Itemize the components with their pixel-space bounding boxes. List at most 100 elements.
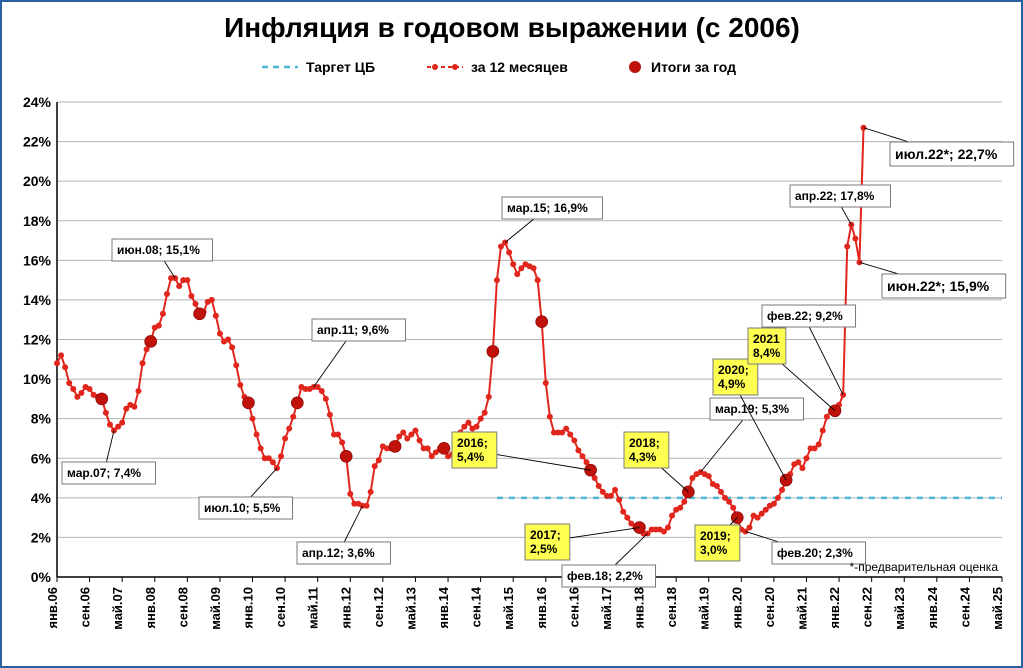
x-tick: янв.08 (143, 587, 158, 629)
series-12m-point (730, 505, 736, 511)
annual-point (438, 442, 450, 454)
series-12m-point (372, 463, 378, 469)
series-12m-point (164, 291, 170, 297)
series-12m-point (844, 243, 850, 249)
callout-text: мар.19; 5,3% (715, 402, 789, 416)
series-12m-point (400, 430, 406, 436)
series-12m-point (531, 265, 537, 271)
y-tick: 10% (23, 371, 52, 387)
callout-text: 2017; (530, 528, 561, 542)
x-tick: янв.14 (436, 586, 451, 628)
callout-text: апр.22; 17,8% (795, 189, 875, 203)
series-12m-point (225, 337, 231, 343)
x-tick: янв.22 (827, 587, 842, 629)
series-12m-point (425, 445, 431, 451)
x-tick: янв.18 (632, 587, 647, 629)
x-tick: янв.24 (925, 586, 940, 628)
y-tick: 4% (31, 490, 52, 506)
inflation-chart: 0%2%4%6%8%10%12%14%16%18%20%22%24%янв.06… (2, 2, 1021, 666)
series-12m-point (575, 447, 581, 453)
series-12m-point (188, 293, 194, 299)
callout-text: апр.11; 9,6% (317, 323, 389, 337)
series-12m-point (176, 283, 182, 289)
y-tick: 6% (31, 450, 52, 466)
x-tick: сен.12 (371, 587, 386, 627)
series-12m-point (254, 432, 260, 438)
series-12m-point (665, 525, 671, 531)
series-12m-point (376, 457, 382, 463)
series-12m-point (779, 487, 785, 493)
series-12m-point (677, 505, 683, 511)
annual-point (242, 397, 254, 409)
series-12m-point (746, 525, 752, 531)
series-12m-point (282, 435, 288, 441)
series-12m-point (160, 311, 166, 317)
x-tick: май.21 (794, 587, 809, 630)
series-12m-point (58, 352, 64, 358)
callout-text: 3,0% (700, 543, 728, 557)
callout-text: фев.20; 2,3% (777, 546, 853, 560)
annual-point (340, 450, 352, 462)
callout-text: мар.15; 16,9% (507, 201, 588, 215)
x-tick: янв.20 (729, 587, 744, 629)
series-12m-point (506, 249, 512, 255)
x-tick: май.15 (501, 587, 516, 630)
x-tick: сен.24 (957, 586, 972, 627)
y-tick: 16% (23, 252, 52, 268)
series-12m-point (824, 414, 830, 420)
series-12m-point (103, 410, 109, 416)
x-tick: май.11 (306, 587, 321, 629)
series-12m-point (596, 483, 602, 489)
series-12m-point (535, 277, 541, 283)
series-12m-point (156, 323, 162, 329)
x-tick: сен.20 (762, 587, 777, 627)
series-12m-point (543, 380, 549, 386)
x-tick: сен.22 (860, 587, 875, 627)
x-tick: май.23 (892, 587, 907, 630)
chart-title: Инфляция в годовом выражении (с 2006) (224, 12, 800, 43)
callout-text: 2020; (718, 363, 749, 377)
legend-label: за 12 месяцев (471, 59, 568, 75)
callout-text: 8,4% (753, 346, 781, 360)
y-tick: 18% (23, 213, 52, 229)
y-tick: 0% (31, 569, 52, 585)
series-12m-point (726, 499, 732, 505)
series-12m-point (624, 515, 630, 521)
series-12m-point (579, 453, 585, 459)
series-12m-point (608, 493, 614, 499)
series-12m-point (612, 487, 618, 493)
series-12m-point (339, 439, 345, 445)
series-12m-point (771, 501, 777, 507)
series-12m-point (714, 483, 720, 489)
series-12m-point (706, 473, 712, 479)
series-12m-point (87, 386, 93, 392)
x-tick: янв.06 (45, 587, 60, 629)
x-tick: янв.10 (241, 587, 256, 629)
callout-text: 2019; (700, 529, 731, 543)
series-12m-point (718, 489, 724, 495)
legend-label: Таргет ЦБ (306, 59, 375, 75)
series-12m-point (681, 499, 687, 505)
y-tick: 20% (23, 173, 52, 189)
y-tick: 22% (23, 134, 52, 150)
series-12m-point (669, 513, 675, 519)
callout-text: апр.12; 3,6% (302, 546, 375, 560)
x-tick: янв.12 (338, 587, 353, 629)
series-12m-point (323, 396, 329, 402)
x-tick: май.17 (599, 587, 614, 630)
series-12m-point (270, 459, 276, 465)
series-12m-point (290, 414, 296, 420)
series-12m-point (229, 344, 235, 350)
series-12m-point (417, 437, 423, 443)
series-12m-point (70, 386, 76, 392)
callout-text: 4,3% (629, 450, 657, 464)
annual-point (96, 393, 108, 405)
callout-text: 2018; (629, 436, 660, 450)
callout-text: 2021 (753, 332, 780, 346)
series-12m-point (571, 437, 577, 443)
series-12m-point (775, 495, 781, 501)
series-12m-point (237, 382, 243, 388)
series-12m-point (233, 362, 239, 368)
series-12m-point (861, 125, 867, 131)
x-tick: май.25 (990, 587, 1005, 630)
